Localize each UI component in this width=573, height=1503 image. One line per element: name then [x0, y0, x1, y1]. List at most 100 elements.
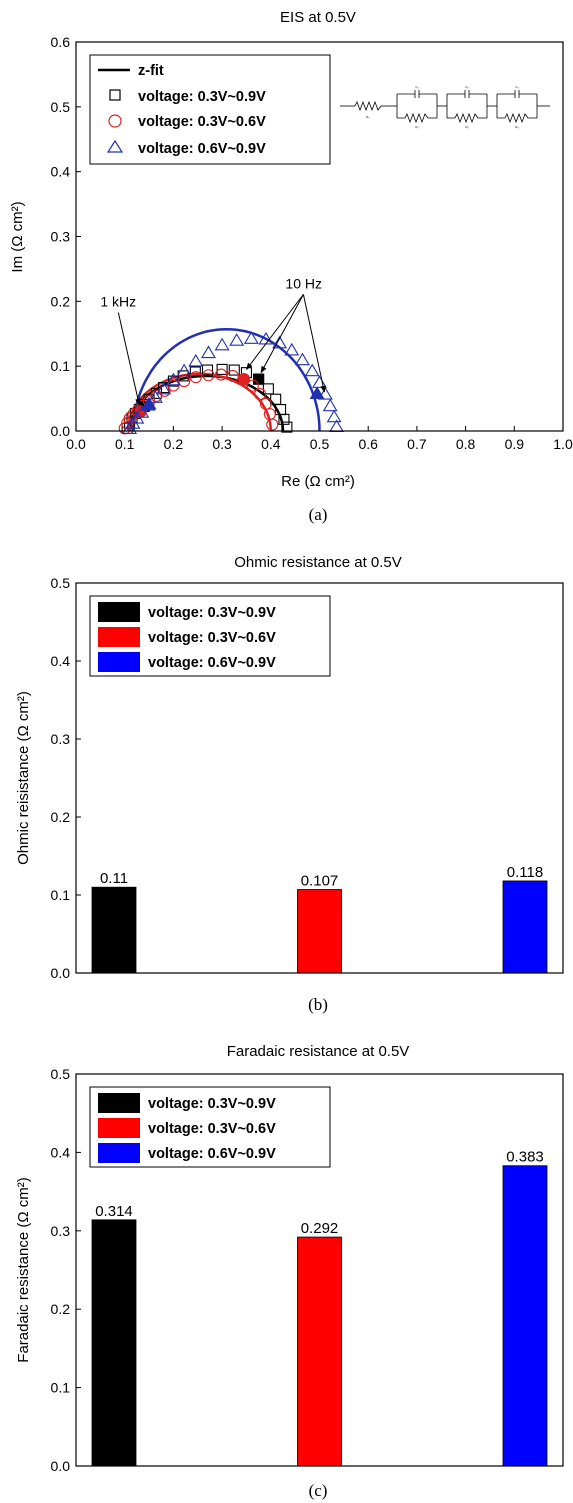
legend-entry-series-1: voltage: 0.3V~0.9V	[138, 89, 266, 105]
bar	[91, 1219, 137, 1467]
panel-b-y-axis-label: Ohmic reisistance (Ω cm²)	[15, 691, 32, 865]
x-tick-label: 0.9	[505, 436, 525, 452]
panel-a-ticks: 0.0 0.1 0.2 0.3 0.4 0.5 0.6 0.7 0.8 0.9 1.0 0.0 0.1 0…	[51, 34, 573, 452]
panel-c-plot-frame	[75, 1073, 564, 1467]
legend-entry-series-1: voltage: 0.3V~0.9V	[148, 605, 276, 621]
panel-a-plot-frame	[75, 41, 564, 432]
bar	[502, 1165, 548, 1467]
legend-entry-series-3: voltage: 0.6V~0.9V	[148, 655, 276, 671]
y-tick-label: 0.0	[51, 1458, 71, 1474]
data-point-triangle	[309, 386, 325, 399]
data-point-triangle	[201, 345, 216, 359]
annotation-label: 1 kHz	[100, 294, 136, 310]
panel-b-legend: voltage: 0.3V~0.9V voltage: 0.3V~0.6V vo…	[89, 595, 331, 677]
series-triangle	[122, 331, 345, 434]
circuit-label-r1: R₁	[415, 125, 418, 129]
data-point-square	[216, 363, 228, 375]
y-tick-label: 0.0	[51, 423, 71, 439]
data-point-square	[262, 383, 274, 395]
circuit-resistor-r2	[447, 112, 487, 124]
annotation-arrow	[302, 294, 326, 393]
panel-a-caption: (a)	[309, 505, 328, 524]
y-tick-label: 0.4	[51, 164, 71, 180]
circuit-label-c1: C₁	[415, 85, 418, 89]
annotation-label: 10 Hz	[285, 275, 322, 291]
x-tick-label: 0.1	[115, 436, 135, 452]
annotation-arrow	[260, 294, 304, 374]
x-tick-label: 0.6	[358, 436, 378, 452]
panel-c-bars: 0.314 0.292 0.383	[91, 1149, 548, 1467]
data-point-triangle	[284, 342, 300, 356]
bar-value-label: 0.11	[100, 870, 128, 887]
circuit-label-r2: R₂	[465, 125, 469, 129]
bar	[502, 880, 548, 974]
panel-b-ohmic-chart: Ohmic resistance at 0.5V 0.0 0.1 0.2 0.3 0.4…	[15, 554, 564, 1014]
panel-b-caption: (b)	[308, 995, 328, 1014]
panel-a-y-axis-label: Im (Ω cm²)	[9, 201, 26, 272]
y-tick-label: 0.5	[51, 575, 71, 591]
legend-square-swatch	[109, 89, 121, 101]
y-tick-label: 0.6	[51, 34, 71, 50]
equivalent-circuit-inset	[340, 90, 550, 124]
y-tick-label: 0.3	[51, 731, 71, 747]
data-point-triangle	[176, 363, 192, 377]
panel-a-legend: z-fit voltage: 0.3V~0.9V voltage: 0.3V~0…	[89, 54, 331, 165]
panel-a-x-axis-label: Re (Ω cm²)	[281, 473, 355, 490]
data-point-triangle	[304, 363, 320, 377]
y-tick-label: 0.5	[51, 99, 71, 115]
circuit-label-r0: R₀	[366, 115, 370, 119]
bar-value-label: 0.107	[301, 873, 339, 890]
data-point-circle	[246, 379, 259, 392]
data-point-circle	[202, 369, 215, 382]
fit-curve	[132, 327, 321, 432]
panel-a-legend-box	[89, 54, 331, 165]
data-point-triangle	[312, 375, 327, 388]
x-tick-label: 0.8	[456, 436, 476, 452]
y-tick-label: 0.0	[51, 965, 71, 981]
panel-c-y-axis-label: Faradaic resistance (Ω cm²)	[15, 1177, 32, 1362]
data-point-circle	[189, 371, 202, 384]
data-point-square	[189, 366, 201, 378]
data-point-triangle	[165, 372, 181, 386]
panel-a-x-label-main: Re (Ω cm²)	[281, 473, 355, 490]
data-point-triangle	[326, 409, 342, 423]
data-point-circle	[254, 387, 267, 401]
data-point-circle	[167, 379, 180, 392]
legend-entry-series-2: voltage: 0.3V~0.6V	[148, 1121, 276, 1137]
circuit-label-c2: C₂	[465, 85, 469, 89]
x-tick-label: 0.5	[310, 436, 330, 452]
y-tick-label: 0.2	[51, 293, 71, 309]
data-point-triangle	[229, 333, 245, 346]
annotation-arrow	[117, 312, 141, 406]
panel-c-legend: voltage: 0.3V~0.9V voltage: 0.3V~0.6V vo…	[89, 1086, 331, 1168]
x-tick-label: 1.0	[553, 436, 573, 452]
bar-value-label: 0.292	[301, 1220, 339, 1237]
y-tick-label: 0.1	[51, 358, 71, 374]
data-point-square	[253, 373, 265, 385]
panel-c-caption: (c)	[309, 1481, 328, 1500]
circuit-resistor-r0	[354, 100, 382, 112]
data-point-square	[278, 413, 290, 425]
legend-swatch-red	[98, 627, 140, 647]
data-point-triangle	[294, 352, 310, 366]
data-point-circle	[215, 368, 228, 381]
x-tick-label: 0.2	[164, 436, 184, 452]
legend-circle-swatch	[108, 114, 122, 128]
data-point-circle	[237, 373, 251, 386]
data-point-circle	[123, 412, 136, 425]
circuit-resistor-r3	[497, 112, 537, 124]
data-point-triangle	[134, 405, 150, 418]
y-tick-label: 0.3	[51, 1223, 71, 1239]
data-point-triangle	[243, 331, 259, 344]
data-point-circle	[226, 369, 239, 382]
data-point-circle	[266, 418, 279, 431]
legend-entry-series-3: voltage: 0.6V~0.9V	[138, 141, 266, 157]
panel-a-title: EIS at 0.5V	[280, 9, 356, 26]
legend-swatch-black	[98, 1093, 140, 1113]
panel-a-series	[118, 327, 345, 435]
bar-value-label: 0.314	[95, 1203, 133, 1220]
circuit-resistor-r1	[397, 112, 437, 124]
y-tick-label: 0.2	[51, 1301, 71, 1317]
x-tick-label: 0.4	[261, 436, 281, 452]
